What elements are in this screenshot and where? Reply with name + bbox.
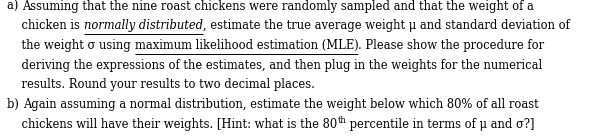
Text: , estimate the true average weight μ and standard deviation of: , estimate the true average weight μ and…: [203, 19, 569, 32]
Text: percentile in terms of μ and σ?]: percentile in terms of μ and σ?]: [346, 118, 535, 131]
Text: chickens will have their weights. [Hint: what is the 80: chickens will have their weights. [Hint:…: [7, 118, 338, 131]
Text: th: th: [338, 116, 346, 125]
Text: . Please show the procedure for: . Please show the procedure for: [359, 39, 544, 52]
Text: normally distributed: normally distributed: [84, 19, 203, 32]
Text: Assuming that the nine roast chickens were randomly sampled and that the weight : Assuming that the nine roast chickens we…: [23, 0, 534, 13]
Text: Again assuming a normal distribution, estimate the weight below which 80% of all: Again assuming a normal distribution, es…: [23, 98, 538, 111]
Text: maximum likelihood estimation (MLE): maximum likelihood estimation (MLE): [134, 39, 359, 52]
Text: b): b): [7, 98, 23, 111]
Text: results. Round your results to two decimal places.: results. Round your results to two decim…: [7, 78, 315, 91]
Text: deriving the expressions of the estimates, and then plug in the weights for the : deriving the expressions of the estimate…: [7, 59, 543, 72]
Text: the weight σ using: the weight σ using: [7, 39, 134, 52]
Text: a): a): [7, 0, 23, 13]
Text: chicken is: chicken is: [7, 19, 84, 32]
